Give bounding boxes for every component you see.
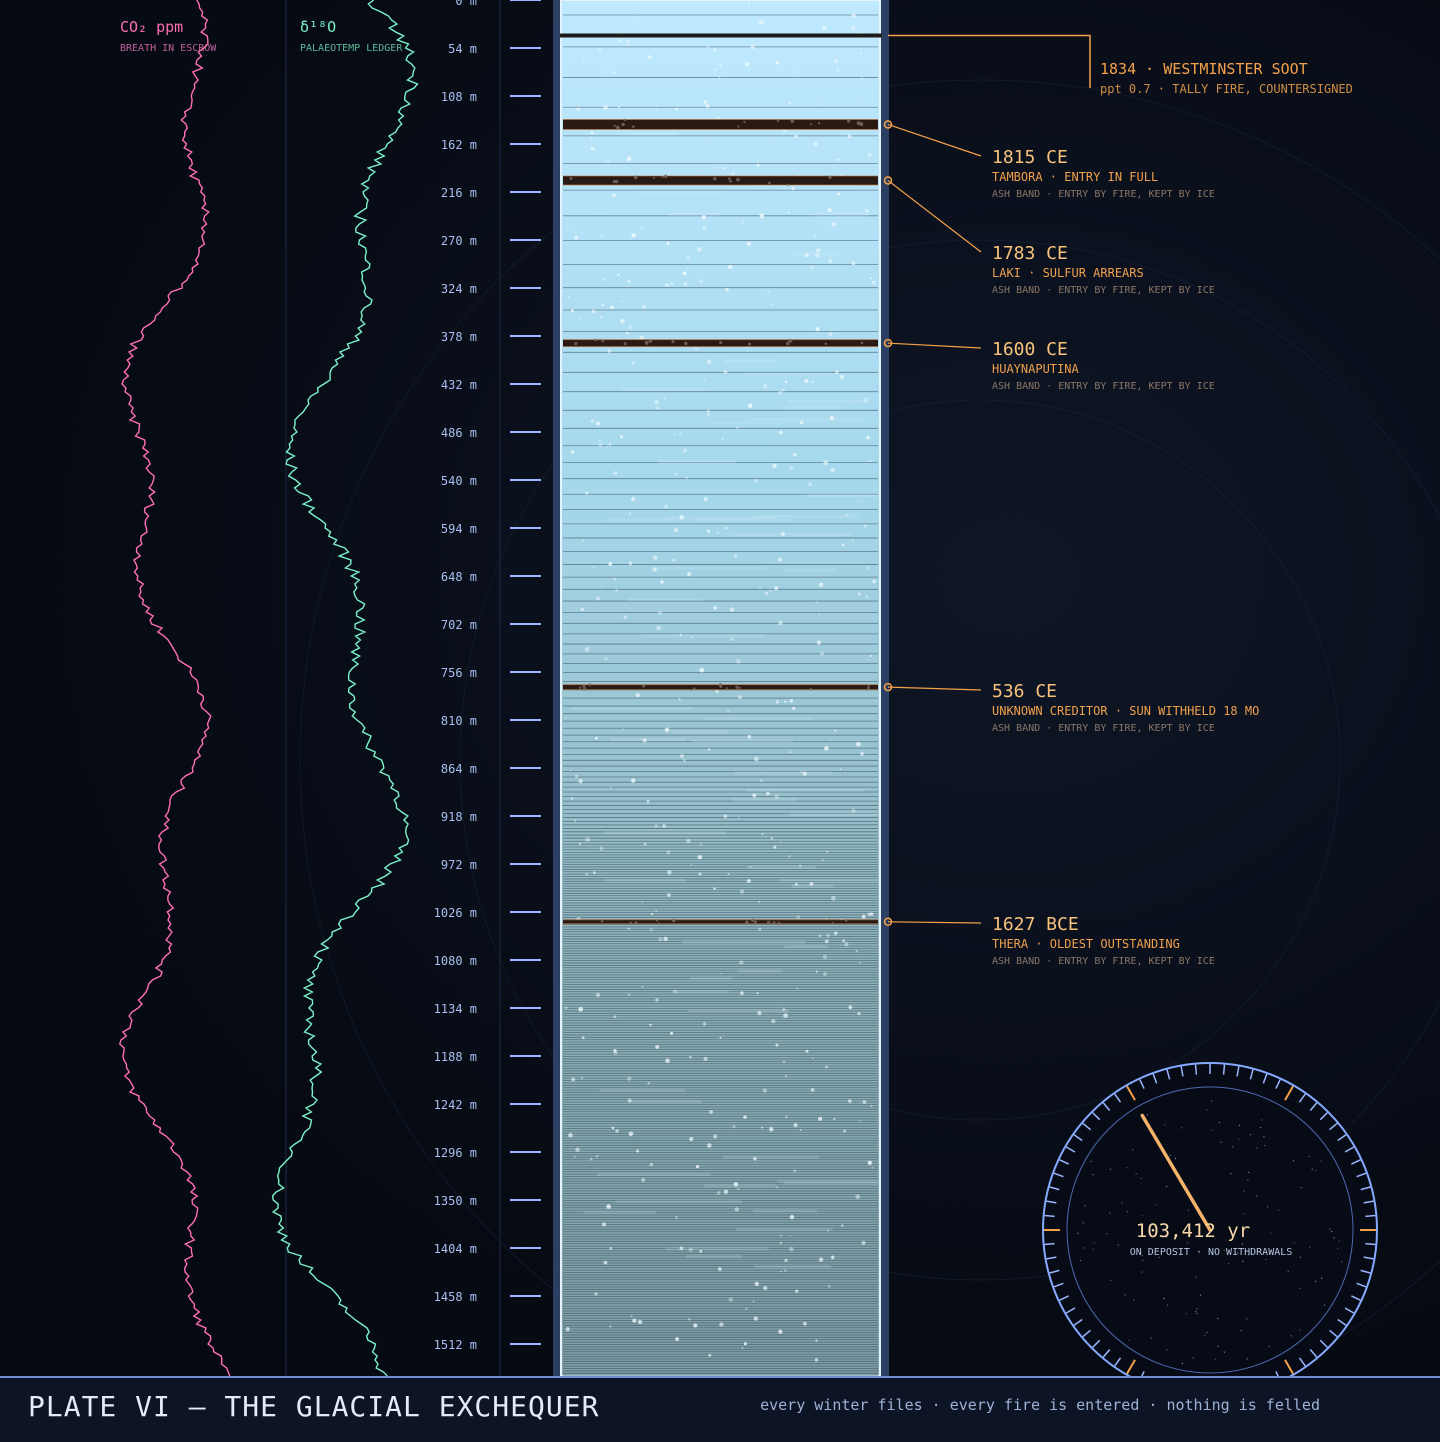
ash-band-annotations: 1815 CE TAMBORA · ENTRY IN FULL ASH BAND ·…	[883, 120, 1259, 967]
ash-band	[563, 919, 878, 924]
ash-band-note: ASH BAND · ENTRY BY FIRE, KEPT BY ICE	[992, 723, 1215, 734]
ash-band	[563, 119, 878, 130]
co2-panel-title: CO₂ ppm	[120, 18, 183, 36]
depth-label: 1350 m	[434, 1194, 477, 1208]
ash-band-name: UNKNOWN CREDITOR · SUN WITHHELD 18 MO	[992, 704, 1259, 718]
annotation-leader	[887, 123, 982, 157]
ash-band	[563, 175, 878, 185]
plate-footer: PLATE VI — THE GLACIAL EXCHEQUER every w…	[0, 1376, 1440, 1442]
annotation-dot	[883, 120, 893, 129]
depth-label: 594 m	[441, 522, 477, 536]
depth-label: 1134 m	[434, 1002, 477, 1016]
ash-band-year: 1600 CE	[992, 339, 1068, 360]
soot-marker: 1834 · WESTMINSTER SOOT ppt 0.7 · TALLY …	[560, 33, 1353, 96]
plate-title: PLATE VI — THE GLACIAL EXCHEQUER	[28, 1390, 600, 1423]
depth-label: 648 m	[441, 570, 477, 584]
depth-label: 1512 m	[434, 1338, 477, 1352]
depth-label: 1188 m	[434, 1050, 477, 1064]
annual-layers	[563, 14, 878, 1376]
depth-label: 162 m	[441, 138, 477, 152]
annotation-leader	[887, 921, 982, 924]
ash-band-year: 1815 CE	[992, 147, 1068, 168]
depth-axis: 0 m 54 m 108 m 162 m 216 m 270 m 324 m 378 m 432…	[434, 0, 541, 1352]
depth-label: 1080 m	[434, 954, 477, 968]
ash-band-note: ASH BAND · ENTRY BY FIRE, KEPT BY ICE	[992, 381, 1215, 392]
ash-bands	[563, 118, 878, 926]
soot-title: 1834 · WESTMINSTER SOOT	[1100, 60, 1308, 78]
annotation-leader	[887, 342, 982, 349]
depth-label: 108 m	[441, 90, 477, 104]
annotation-leader	[887, 686, 982, 691]
dial-caption: ON DEPOSIT · NO WITHDRAWALS	[1130, 1247, 1293, 1258]
dial-ticks	[1044, 1064, 1376, 1396]
depth-label: 918 m	[441, 810, 477, 824]
ash-band-name: TAMBORA · ENTRY IN FULL	[992, 170, 1158, 184]
depth-label: 270 m	[441, 234, 477, 248]
depth-label: 486 m	[441, 426, 477, 440]
annotation-dot	[883, 338, 893, 348]
ash-band-year: 1783 CE	[992, 243, 1068, 264]
annotation-leader	[887, 179, 982, 253]
ash-band-year: 1627 BCE	[992, 914, 1079, 935]
depth-label: 756 m	[441, 666, 477, 680]
depth-label: 864 m	[441, 762, 477, 776]
depth-label: 54 m	[448, 42, 477, 56]
plate-motto: every winter files · every fire is enter…	[760, 1396, 1320, 1414]
annotation-dot	[883, 682, 893, 692]
ash-band-note: ASH BAND · ENTRY BY FIRE, KEPT BY ICE	[992, 956, 1215, 967]
depth-label: 1296 m	[434, 1146, 477, 1160]
d18o-panel-subtitle: PALAEOTEMP LEDGER	[300, 43, 403, 54]
ash-band-name: THERA · OLDEST OUTSTANDING	[992, 937, 1180, 951]
ash-band-year: 536 CE	[992, 681, 1057, 702]
depth-label: 0 m	[455, 0, 477, 8]
depth-label: 216 m	[441, 186, 477, 200]
depth-label: 1026 m	[434, 906, 477, 920]
ash-band-name: LAKI · SULFUR ARREARS	[992, 266, 1144, 280]
depth-label: 540 m	[441, 474, 477, 488]
depth-label: 378 m	[441, 330, 477, 344]
co2-trace	[119, 0, 231, 1377]
depth-label: 1458 m	[434, 1290, 477, 1304]
dial-stars	[1077, 1100, 1343, 1364]
annotation-dot	[883, 917, 893, 927]
ash-band-note: ASH BAND · ENTRY BY FIRE, KEPT BY ICE	[992, 189, 1215, 200]
dial-value: 103,412 yr	[1136, 1220, 1250, 1242]
co2-panel-subtitle: BREATH IN ESCROW	[120, 43, 217, 54]
dial-inner-ring	[1066, 1086, 1354, 1374]
d18o-trace	[271, 0, 419, 1377]
d18o-panel-title: δ¹⁸O	[300, 18, 336, 36]
depth-label: 972 m	[441, 858, 477, 872]
ash-band-note: ASH BAND · ENTRY BY FIRE, KEPT BY ICE	[992, 285, 1215, 296]
depth-label: 432 m	[441, 378, 477, 392]
dial-hand	[1140, 1113, 1212, 1232]
depth-label: 1242 m	[434, 1098, 477, 1112]
annotation-dot	[883, 176, 893, 185]
depth-label: 810 m	[441, 714, 477, 728]
soot-leader-line	[888, 34, 1091, 88]
deposit-dial: 103,412 yr ON DEPOSIT · NO WITHDRAWALS	[1042, 1062, 1378, 1398]
depth-label: 1404 m	[434, 1242, 477, 1256]
ash-band-name: HUAYNAPUTINA	[992, 362, 1079, 376]
depth-label: 702 m	[441, 618, 477, 632]
soot-detail: ppt 0.7 · TALLY FIRE, COUNTERSIGNED	[1100, 82, 1353, 96]
depth-label: 324 m	[441, 282, 477, 296]
